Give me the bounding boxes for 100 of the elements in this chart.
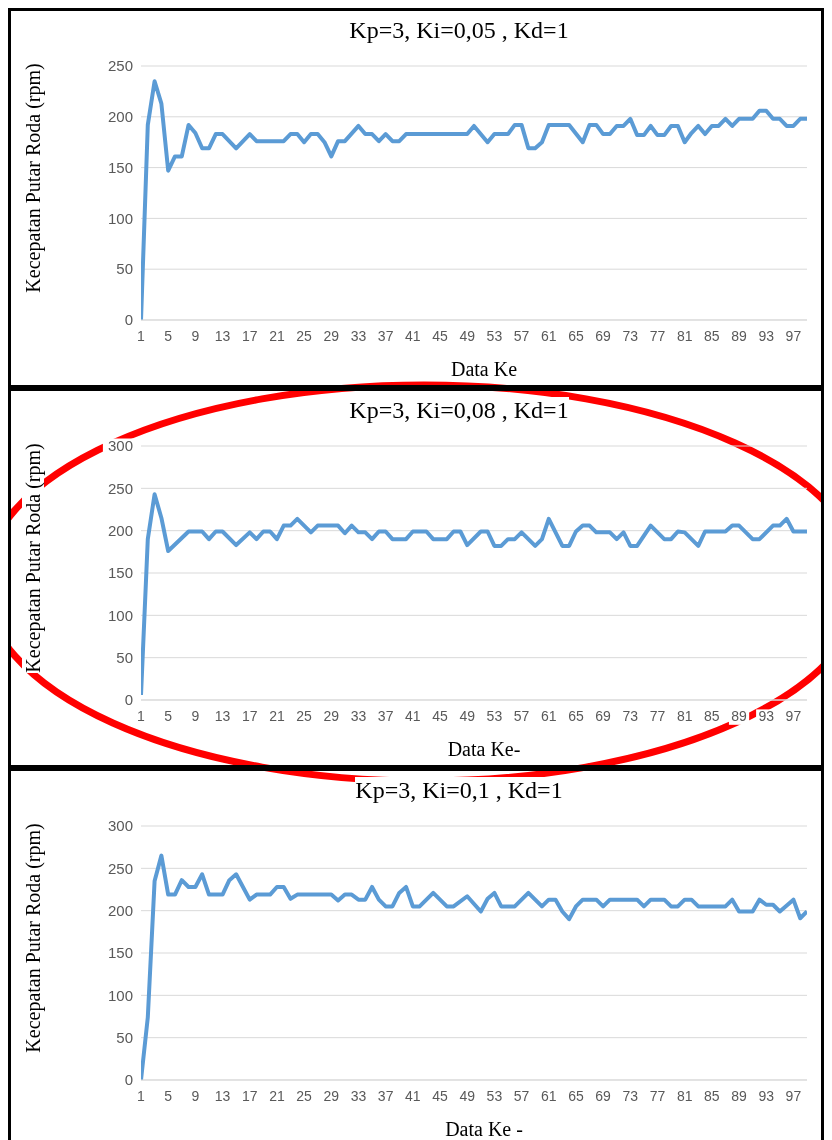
x-tick-label: 57	[513, 1088, 530, 1105]
x-tick-label: 57	[513, 708, 530, 725]
chart-title: Kp=3, Ki=0,1 , Kd=1	[355, 777, 563, 803]
x-tick-label: 49	[459, 328, 476, 345]
y-tick-label: 50	[116, 260, 133, 278]
x-tick-label: 41	[405, 1088, 421, 1105]
x-tick-label: 61	[540, 1088, 557, 1105]
chart-title: Kp=3, Ki=0,08 , Kd=1	[349, 397, 569, 423]
x-tick-label: 25	[296, 1088, 313, 1105]
x-tick-label: 49	[459, 1088, 476, 1105]
y-tick-label: 0	[124, 311, 133, 329]
x-tick-label: 93	[758, 708, 775, 725]
x-tick-label: 93	[758, 1088, 775, 1105]
x-tick-label: 45	[432, 708, 449, 725]
x-tick-label: 33	[350, 708, 367, 725]
x-tick-label: 97	[785, 328, 802, 345]
x-tick-label: 9	[191, 708, 200, 725]
y-tick-label: 200	[107, 108, 133, 126]
x-tick-label: 65	[568, 328, 584, 345]
x-tick-label: 57	[513, 328, 530, 345]
x-tick-label: 89	[731, 708, 748, 725]
y-tick-label: 200	[107, 901, 133, 919]
y-tick-label: 0	[124, 691, 133, 709]
x-tick-label: 73	[622, 708, 639, 725]
x-tick-label: 5	[164, 1088, 173, 1105]
y-tick-label: 250	[107, 57, 133, 75]
y-tick-label: 300	[107, 437, 133, 455]
x-tick-label: 77	[649, 1088, 666, 1105]
x-tick-label: 85	[704, 1088, 720, 1105]
x-tick-label: 45	[432, 328, 449, 345]
x-tick-label: 69	[595, 328, 612, 345]
y-tick-label: 250	[107, 859, 133, 877]
x-tick-label: 13	[214, 708, 231, 725]
line-series	[141, 492, 807, 697]
x-tick-label: 5	[164, 708, 173, 725]
x-tick-label: 25	[296, 708, 313, 725]
x-tick-label: 77	[649, 328, 666, 345]
x-tick-label: 93	[758, 328, 775, 345]
x-tick-label: 5	[164, 328, 173, 345]
x-axis-title: Data Ke -	[445, 1118, 523, 1140]
y-tick-label: 100	[107, 606, 133, 624]
y-tick-label: 300	[107, 817, 133, 835]
x-tick-label: 17	[241, 708, 258, 725]
x-tick-label: 13	[214, 328, 231, 345]
x-tick-label: 17	[241, 328, 258, 345]
y-tick-label: 150	[107, 564, 133, 582]
y-tick-label: 50	[116, 648, 133, 666]
y-tick-label: 0	[124, 1071, 133, 1089]
x-tick-label: 21	[269, 328, 285, 345]
x-tick-label: 41	[405, 328, 421, 345]
x-tick-label: 9	[191, 328, 200, 345]
x-tick-label: 21	[269, 708, 285, 725]
x-tick-label: 85	[704, 708, 720, 725]
x-tick-label: 41	[405, 708, 421, 725]
x-tick-label: 77	[649, 708, 666, 725]
x-tick-label: 9	[191, 1088, 200, 1105]
x-tick-label: 73	[622, 1088, 639, 1105]
x-tick-label: 29	[323, 1088, 340, 1105]
x-tick-label: 97	[785, 1088, 802, 1105]
x-tick-label: 53	[486, 328, 503, 345]
x-tick-label: 73	[622, 328, 639, 345]
x-tick-label: 69	[595, 708, 612, 725]
x-tick-label: 61	[540, 708, 557, 725]
y-tick-label: 200	[107, 521, 133, 539]
x-tick-label: 61	[540, 328, 557, 345]
x-tick-label: 33	[350, 1088, 367, 1105]
y-tick-label: 150	[107, 158, 133, 176]
x-tick-label: 45	[432, 1088, 449, 1105]
chart-title: Kp=3, Ki=0,05 , Kd=1	[349, 17, 569, 43]
x-tick-label: 37	[377, 1088, 394, 1105]
x-tick-label: 1	[137, 708, 146, 725]
y-tick-label: 100	[107, 986, 133, 1004]
x-tick-label: 1	[137, 1088, 146, 1105]
x-tick-label: 33	[350, 328, 367, 345]
x-tick-label: 53	[486, 708, 503, 725]
x-axis-title: Data Ke	[450, 358, 518, 380]
x-tick-label: 49	[459, 708, 476, 725]
x-tick-label: 81	[676, 328, 693, 345]
x-tick-label: 85	[704, 328, 720, 345]
x-tick-label: 13	[214, 1088, 231, 1105]
x-tick-label: 1	[137, 328, 146, 345]
x-tick-label: 89	[731, 1088, 748, 1105]
y-axis-title: Kecepatan Putar Roda (rpm)	[22, 823, 44, 1053]
x-tick-label: 81	[676, 1088, 693, 1105]
x-tick-label: 29	[323, 328, 340, 345]
x-tick-label: 69	[595, 1088, 612, 1105]
x-axis-title: Data Ke-	[447, 738, 521, 760]
y-tick-label: 100	[107, 209, 133, 227]
x-tick-label: 65	[568, 708, 584, 725]
x-tick-label: 65	[568, 1088, 584, 1105]
x-tick-label: 25	[296, 328, 313, 345]
x-tick-label: 21	[269, 1088, 285, 1105]
x-tick-label: 89	[731, 328, 748, 345]
x-tick-label: 81	[676, 708, 693, 725]
y-axis-title: Kecepatan Putar Roda (rpm)	[22, 63, 44, 293]
x-tick-label: 53	[486, 1088, 503, 1105]
x-tick-label: 37	[377, 328, 394, 345]
y-tick-label: 250	[107, 479, 133, 497]
x-tick-label: 97	[785, 708, 802, 725]
line-series	[141, 853, 807, 1080]
